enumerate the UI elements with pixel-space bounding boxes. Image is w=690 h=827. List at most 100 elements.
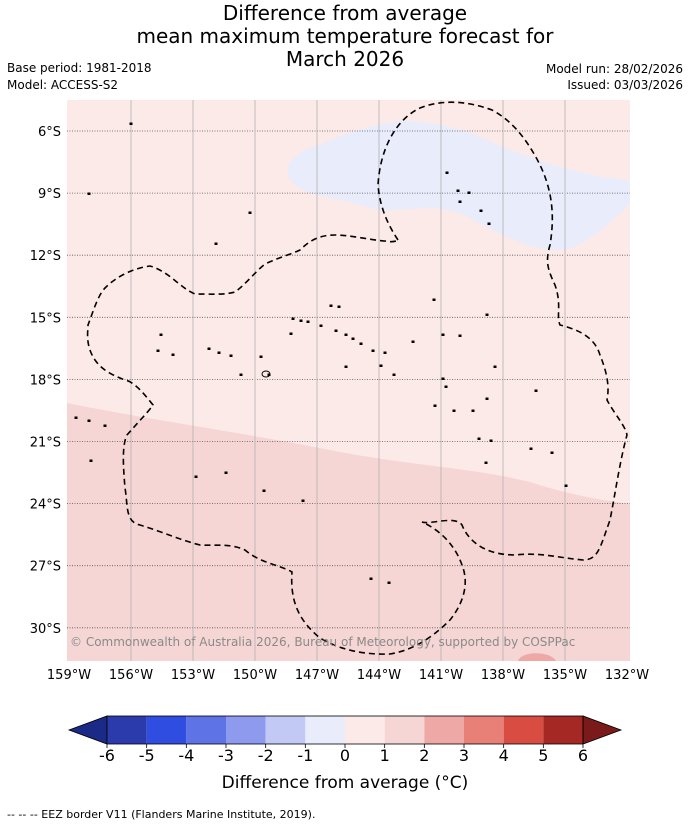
- island-outline: [217, 351, 221, 354]
- island-outline: [467, 191, 471, 194]
- island-outline: [433, 404, 437, 407]
- colorbar-swatch: [226, 716, 266, 744]
- island-outline: [306, 320, 310, 323]
- island-outline: [194, 475, 198, 478]
- island-outline: [477, 437, 481, 440]
- island-outline: [329, 304, 333, 307]
- lat-tick-label: 12°S: [30, 249, 61, 264]
- colorbar-swatch: [543, 716, 583, 744]
- island-outline: [261, 370, 271, 378]
- island-outline: [487, 222, 491, 225]
- island-outline: [359, 342, 363, 345]
- island-outline: [299, 319, 303, 322]
- colorbar-swatch: [107, 716, 147, 744]
- island-outline: [207, 347, 211, 350]
- title-line-2: mean maximum temperature forecast for: [136, 24, 554, 48]
- colorbar-extend-high: [582, 715, 623, 745]
- lat-tick-label: 6°S: [38, 125, 61, 140]
- model-name: Model: ACCESS-S2: [7, 78, 119, 92]
- colorbar-swatch: [186, 716, 226, 744]
- island-outline: [445, 171, 449, 174]
- colorbar-tick-label: 3: [459, 746, 469, 765]
- island-outline: [344, 365, 348, 368]
- island-outline: [564, 484, 568, 487]
- island-outline: [441, 377, 445, 380]
- colorbar-tick-label: -1: [297, 746, 313, 765]
- island-outline: [171, 353, 175, 356]
- title-line-1: Difference from average: [222, 1, 468, 25]
- island-outline: [224, 471, 228, 474]
- lon-tick-label: 141°W: [419, 668, 463, 683]
- colorbar-tick-label: 6: [578, 746, 588, 765]
- island-outline: [383, 351, 387, 354]
- island-outline: [229, 354, 233, 357]
- lat-tick-label: 15°S: [30, 311, 61, 326]
- island-outline: [452, 409, 456, 412]
- colorbar-tick-label: 0: [340, 746, 350, 765]
- colorbar-swatch: [384, 716, 425, 744]
- island-outline: [479, 209, 483, 212]
- colorbar-swatch: [503, 716, 544, 744]
- island-outline: [387, 581, 391, 584]
- lat-tick-label: 30°S: [30, 622, 61, 637]
- island-outline: [534, 389, 538, 392]
- island-outline: [289, 332, 293, 335]
- lon-tick-label: 138°W: [481, 668, 525, 683]
- island-outline: [392, 373, 396, 376]
- islands: [74, 122, 568, 584]
- island-outline: [458, 200, 462, 203]
- island-outline: [89, 459, 93, 462]
- island-outline: [444, 385, 448, 388]
- island-outline: [458, 334, 462, 337]
- colorbar-swatch: [345, 716, 385, 744]
- colorbar-tick-label: 4: [499, 746, 509, 765]
- anomaly-2-3-area: [518, 653, 556, 661]
- colorbar-swatch: [424, 716, 464, 744]
- lon-tick-label: 132°W: [605, 668, 649, 683]
- island-outline: [344, 333, 348, 336]
- island-outline: [248, 211, 252, 214]
- island-outline: [432, 298, 436, 301]
- colorbar-tick-label: -2: [258, 746, 274, 765]
- colorbar-tick-label: -4: [178, 746, 194, 765]
- colorbar-tick-label: 2: [419, 746, 429, 765]
- latitude-labels: 6°S 9°S 12°S 15°S 18°S 21°S 24°S 27°S 30°S: [30, 125, 61, 637]
- model-run: Model run: 28/02/2026: [545, 62, 683, 76]
- island-outline: [411, 340, 415, 343]
- base-period: Base period: 1981-2018: [7, 61, 152, 75]
- lon-tick-label: 147°W: [295, 668, 339, 683]
- lon-tick-label: 156°W: [109, 668, 153, 683]
- lat-tick-label: 9°S: [38, 187, 61, 202]
- lat-tick-label: 27°S: [30, 560, 61, 575]
- island-outline: [493, 365, 497, 368]
- colorbar-swatch: [305, 716, 345, 744]
- island-outline: [156, 349, 160, 352]
- island-outline: [87, 192, 91, 195]
- issued-date: Issued: 03/03/2026: [567, 78, 683, 92]
- copyright-watermark: © Commonwealth of Australia 2026, Bureau…: [70, 635, 575, 649]
- lon-tick-label: 159°W: [47, 668, 91, 683]
- island-outline: [456, 189, 460, 192]
- island-outline: [337, 305, 341, 308]
- island-outline: [334, 329, 338, 332]
- colorbar-tick-label: 1: [380, 746, 390, 765]
- colorbar-tick-label: 5: [538, 746, 548, 765]
- lat-tick-label: 24°S: [30, 498, 61, 513]
- island-outline: [319, 324, 323, 327]
- colorbar-swatch: [265, 716, 306, 744]
- colorbar: -6 -5 -4 -3 -2 -1 0 1 2 3 4 5 6: [67, 715, 623, 765]
- island-outline: [379, 364, 383, 367]
- island-outline: [485, 397, 489, 400]
- colorbar-tick-label: -6: [99, 746, 115, 765]
- island-outline: [529, 447, 533, 450]
- island-outline: [87, 419, 91, 422]
- colorbar-tick-label: -5: [139, 746, 155, 765]
- island-outline: [371, 349, 375, 352]
- colorbar-swatch: [146, 716, 187, 744]
- eez-border: [86, 101, 628, 655]
- lon-tick-label: 153°W: [171, 668, 215, 683]
- lon-tick-label: 144°W: [357, 668, 401, 683]
- title-line-3: March 2026: [285, 47, 405, 71]
- island-outline: [471, 409, 475, 412]
